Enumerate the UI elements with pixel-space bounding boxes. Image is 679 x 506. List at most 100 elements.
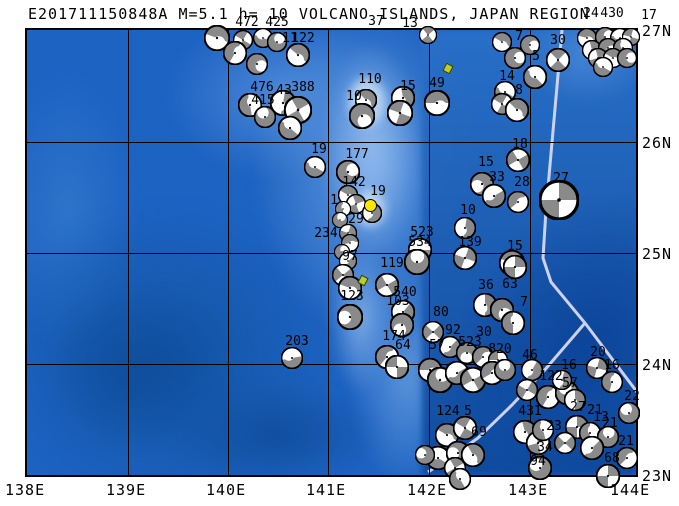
focal-mechanism-layer: 472 425 11 122 37 13 24 430 17 476 43 388 415 110 10 15… — [27, 6, 657, 491]
gridline-vertical — [530, 30, 531, 475]
focal-mechanism-beachball — [336, 303, 364, 331]
focal-mechanism-beachball — [418, 25, 438, 45]
focal-mechanism-beachball — [502, 254, 528, 280]
depth-label: 820 — [488, 342, 512, 357]
highlighted-event-dot — [364, 199, 377, 212]
depth-label: 103 — [386, 294, 410, 309]
focal-mechanism-beachball — [403, 248, 431, 276]
focal-mechanism-beachball — [515, 378, 539, 402]
focal-mechanism-beachball — [389, 312, 415, 338]
focal-mechanism-beachball — [481, 183, 507, 209]
focal-mechanism-beachball — [506, 190, 530, 214]
focal-mechanism-beachball — [527, 455, 553, 481]
focal-mechanism-beachball — [592, 56, 614, 78]
depth-label: 49 — [429, 76, 445, 91]
lat-label: 27N — [642, 22, 673, 40]
depth-label: 123 — [340, 289, 364, 304]
depth-label: 15 — [400, 79, 416, 94]
depth-label: 34 — [537, 440, 553, 455]
focal-mechanism-beachball — [423, 89, 451, 117]
focal-mechanism-beachball — [203, 24, 231, 52]
gridline-horizontal — [27, 253, 636, 254]
depth-label: 476 — [250, 80, 274, 95]
depth-label: 37 — [368, 14, 384, 29]
focal-mechanism-beachball — [553, 431, 577, 455]
focal-mechanism-beachball — [245, 52, 269, 76]
lon-label: 143E — [508, 481, 549, 499]
depth-label: 27 — [553, 171, 569, 186]
depth-label: 124 — [436, 404, 460, 419]
bathymetry-shade — [167, 380, 387, 475]
depth-label: 203 — [285, 334, 309, 349]
lon-label: 139E — [106, 481, 147, 499]
depth-label: 122 — [291, 31, 315, 46]
focal-mechanism-beachball — [615, 446, 639, 470]
depth-label: 430 — [600, 6, 624, 21]
focal-mechanism-beachball — [414, 444, 436, 466]
focal-mechanism-beachball — [374, 272, 400, 298]
focal-mechanism-beachball — [452, 245, 478, 271]
depth-label: 472 — [235, 15, 259, 30]
depth-label: 46 — [522, 348, 538, 363]
focal-mechanism-beachball — [384, 354, 410, 380]
depth-label: 21 — [618, 434, 634, 449]
depth-label: 16 — [561, 358, 577, 373]
focal-mechanism-beachball — [266, 31, 288, 53]
depth-label: 10 — [460, 203, 476, 218]
focal-mechanism-beachball — [504, 97, 530, 123]
focal-mechanism-beachball — [503, 46, 527, 70]
depth-label: 92 — [445, 323, 461, 338]
depth-label: 68 — [604, 451, 620, 466]
depth-label: 33 — [489, 170, 505, 185]
depth-label: 57 — [429, 338, 445, 353]
depth-label: 23 — [546, 419, 562, 434]
focal-mechanism-beachball — [500, 310, 526, 336]
focal-mechanism-beachball — [453, 216, 477, 240]
green-marker — [442, 62, 454, 75]
depth-label: 27 — [570, 400, 586, 415]
gridline-vertical — [228, 30, 229, 475]
focal-mechanism-beachball — [585, 356, 609, 380]
focal-mechanism-beachball — [519, 34, 541, 56]
focal-mechanism-beachball — [600, 370, 624, 394]
depth-label: 63 — [502, 277, 518, 292]
depth-label: 11 — [282, 31, 298, 46]
focal-mechanism-beachball — [538, 179, 580, 221]
depth-label: 142 — [342, 175, 366, 190]
depth-label: 16 — [604, 358, 620, 373]
lat-label: 25N — [642, 245, 673, 263]
focal-mechanism-beachball — [452, 415, 478, 441]
gridline-vertical — [128, 30, 129, 475]
depth-label: 69 — [471, 425, 487, 440]
focal-mechanism-beachball — [579, 435, 605, 461]
depth-label: 94 — [530, 454, 546, 469]
lat-label: 23N — [642, 467, 673, 485]
focal-mechanism-beachball — [520, 358, 544, 382]
focal-mechanism-beachball — [535, 384, 561, 410]
depth-label: 80 — [433, 305, 449, 320]
focal-mechanism-beachball — [386, 99, 414, 127]
depth-label: 28 — [514, 175, 530, 190]
depth-label: 119 — [380, 256, 404, 271]
gridline-vertical — [328, 30, 329, 475]
depth-label: 1 — [330, 193, 338, 208]
depth-label: 15 — [478, 155, 494, 170]
depth-label: 388 — [291, 80, 315, 95]
depth-label: 13 — [593, 410, 609, 425]
depth-label: 174 — [382, 329, 406, 344]
depth-label: 234 — [314, 226, 338, 241]
lon-label: 144E — [610, 481, 651, 499]
focal-mechanism-beachball — [237, 92, 263, 118]
depth-label: 36 — [478, 278, 494, 293]
focal-mechanism-beachball — [531, 418, 555, 442]
depth-label: 21 — [587, 403, 603, 418]
focal-mechanism-beachball — [595, 463, 621, 489]
depth-label: 21 — [602, 416, 618, 431]
focal-mechanism-beachball — [617, 401, 641, 425]
focal-mechanism-beachball — [493, 358, 517, 382]
focal-mechanism-beachball — [253, 105, 277, 129]
depth-label: 425 — [265, 15, 289, 30]
depth-label: 8 — [515, 83, 523, 98]
lon-label: 138E — [5, 481, 46, 499]
depth-label: 523 — [410, 225, 434, 240]
